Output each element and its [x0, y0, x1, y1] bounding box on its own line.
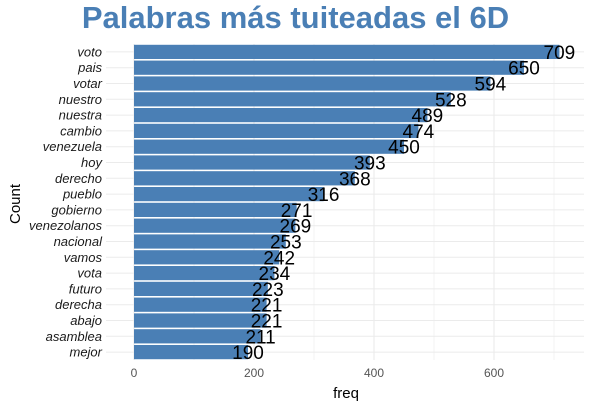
- bar: [134, 92, 451, 107]
- value-label: 242: [263, 248, 295, 269]
- category-label: derecha: [55, 297, 102, 312]
- bar: [134, 186, 324, 202]
- bar: [134, 44, 560, 60]
- category-label: derecho: [55, 171, 102, 186]
- bar: [134, 218, 296, 233]
- value-label: 528: [435, 90, 467, 111]
- category-label: asamblea: [46, 329, 102, 344]
- bar: [134, 155, 370, 170]
- x-axis-title: freq: [333, 385, 359, 402]
- bar: [134, 265, 275, 281]
- value-label: 253: [270, 233, 302, 254]
- value-label: 474: [403, 122, 435, 143]
- bar: [134, 313, 267, 328]
- x-tick-labels: 0 200 400 600: [131, 366, 505, 380]
- category-label: vota: [77, 266, 102, 281]
- bar: [134, 171, 355, 186]
- category-label: nuestra: [59, 108, 102, 123]
- value-label: 368: [339, 169, 371, 190]
- category-label: nuestro: [59, 92, 102, 107]
- category-label: futuro: [69, 281, 102, 296]
- value-label: 223: [252, 280, 284, 301]
- value-label: 234: [259, 264, 291, 285]
- bar: [134, 123, 419, 139]
- category-label: gobierno: [51, 202, 102, 217]
- bar: [134, 139, 404, 154]
- value-label: 709: [544, 43, 576, 64]
- bar: [134, 250, 280, 265]
- value-label: 271: [281, 201, 313, 222]
- category-label: nacional: [54, 234, 104, 249]
- category-label: cambio: [60, 123, 102, 138]
- y-axis-title: Count: [7, 183, 24, 224]
- category-label: votar: [73, 76, 103, 91]
- grid-lines: [106, 44, 584, 360]
- bar: [134, 344, 248, 360]
- x-tick-label: 200: [244, 366, 264, 380]
- category-label: pais: [77, 60, 102, 75]
- x-tick-label: 400: [364, 366, 384, 380]
- value-label: 190: [232, 343, 264, 364]
- x-tick-label: 0: [131, 366, 138, 380]
- bar: [134, 60, 524, 75]
- bar: [134, 329, 261, 344]
- category-label: hoy: [81, 155, 103, 170]
- category-label: venezuela: [43, 139, 102, 154]
- value-label: 211: [245, 327, 275, 348]
- category-label: vamos: [64, 250, 103, 265]
- value-labels: 7096505945284894744503933683162712692532…: [232, 43, 575, 364]
- bar: [134, 107, 428, 123]
- bar: [134, 76, 491, 91]
- value-label: 393: [354, 154, 386, 175]
- category-label: voto: [77, 44, 102, 59]
- bar: [134, 281, 268, 297]
- value-label: 594: [475, 75, 507, 96]
- value-label: 221: [251, 312, 283, 333]
- value-label: 269: [280, 217, 312, 238]
- category-label: abajo: [70, 313, 102, 328]
- category-labels: votopaisvotarnuestronuestracambiovenezue…: [29, 44, 103, 359]
- category-label: pueblo: [62, 187, 102, 202]
- value-label: 450: [388, 138, 420, 159]
- bar: [134, 202, 297, 218]
- value-label: 489: [412, 106, 444, 127]
- value-label: 316: [308, 185, 340, 206]
- x-tick-label: 600: [484, 366, 504, 380]
- bars: [134, 44, 560, 360]
- category-label: mejor: [69, 345, 102, 360]
- value-label: 221: [251, 296, 283, 317]
- value-label: 650: [508, 59, 540, 80]
- chart-title: Palabras más tuiteadas el 6D: [81, 0, 510, 35]
- bar: [134, 297, 267, 312]
- bar: [134, 234, 286, 249]
- category-label: venezolanos: [29, 218, 102, 233]
